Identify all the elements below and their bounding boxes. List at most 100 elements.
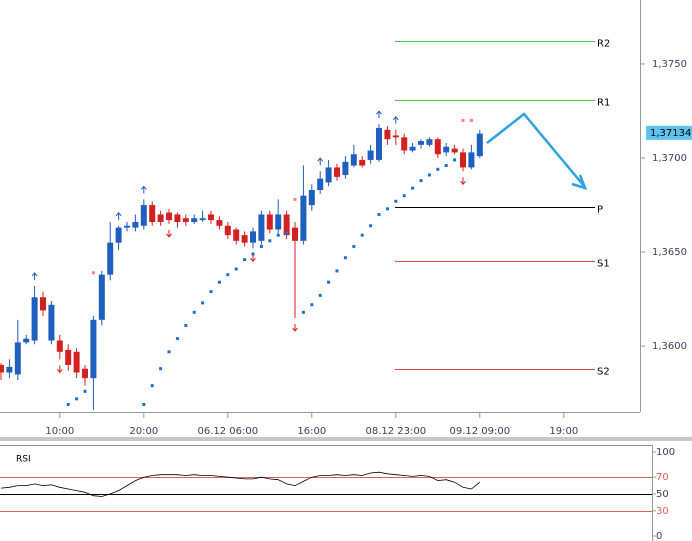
x-tick-label: 08.12 23:00 — [365, 426, 426, 437]
rsi-tick-label: 30 — [656, 506, 669, 517]
x-tick-label: 10:00 — [45, 426, 74, 437]
sar-dot — [427, 173, 431, 177]
candle-body — [224, 225, 231, 236]
candle-body — [90, 319, 97, 379]
sar-dot — [369, 224, 373, 228]
x-tick-label: 20:00 — [129, 426, 158, 437]
candle-body — [65, 349, 72, 365]
sar-dot — [310, 303, 314, 307]
sar-dot — [444, 164, 448, 168]
candle-body — [73, 351, 80, 373]
rsi-tick-label: 0 — [656, 531, 662, 541]
candle-body — [434, 139, 441, 155]
sar-dot — [461, 118, 465, 122]
candle-body — [266, 214, 273, 230]
candle-body — [443, 146, 450, 153]
fractal-up — [376, 110, 382, 119]
panel-separator — [0, 437, 692, 441]
fractal-up — [31, 272, 38, 280]
sar-dot — [402, 194, 406, 198]
candle-body — [392, 135, 399, 138]
fractal-down — [292, 323, 298, 332]
rsi-tick-label: 100 — [656, 447, 675, 458]
candle-body — [0, 364, 5, 373]
sar-dot — [377, 212, 381, 216]
candle-body — [98, 274, 105, 320]
candle-body — [115, 227, 122, 243]
fractal-up — [392, 116, 399, 124]
candle-body — [208, 214, 215, 221]
sar-dot — [411, 186, 415, 190]
sar-dot — [243, 258, 247, 262]
pivot-label: R1 — [597, 98, 610, 109]
candle-body — [82, 368, 89, 379]
candle-body — [14, 342, 21, 375]
candle-body — [300, 195, 307, 241]
forecast-arrow — [486, 112, 585, 187]
sar-dot — [469, 118, 473, 122]
pivot-label: R2 — [597, 39, 610, 50]
candle-body — [23, 338, 30, 343]
sar-dot — [201, 301, 205, 305]
x-tick-label: 16:00 — [297, 426, 326, 437]
sar-dot — [394, 199, 398, 203]
pivot-label: S2 — [597, 367, 610, 378]
candle-body — [174, 214, 181, 222]
sar-dot — [360, 233, 364, 237]
rsi-line — [0, 471, 481, 497]
candle-body — [468, 152, 475, 168]
candle-body — [182, 218, 189, 222]
sar-dot — [327, 280, 331, 284]
pivot-label: S1 — [597, 259, 610, 270]
candle-body — [233, 229, 240, 241]
candle-body — [6, 366, 13, 373]
candle-body — [250, 231, 257, 243]
candle-body — [107, 242, 114, 275]
sar-dot — [150, 384, 154, 388]
sar-dot — [234, 267, 238, 271]
sar-dot — [285, 231, 289, 235]
sar-dot — [226, 273, 230, 277]
fractal-up — [140, 185, 147, 194]
candle-body — [460, 152, 467, 168]
rsi-title: RSI — [16, 455, 31, 465]
sar-dot — [419, 179, 423, 183]
sar-dot — [192, 310, 196, 314]
sar-dot — [167, 350, 171, 354]
candle-body — [283, 214, 290, 236]
candle-body — [317, 178, 324, 191]
candle-body — [275, 214, 282, 230]
fractal-up — [115, 211, 122, 220]
candle-body — [350, 154, 357, 166]
candle-body — [166, 212, 173, 221]
candle-body — [292, 227, 299, 241]
sar-dot — [217, 280, 221, 284]
candle-body — [31, 297, 38, 341]
rsi-tick-label: 50 — [656, 489, 669, 500]
candle-body — [258, 214, 265, 241]
sar-dot — [75, 397, 79, 401]
candle-body — [56, 340, 63, 352]
sar-dot — [436, 167, 440, 171]
forecast-arrow-head — [571, 174, 588, 190]
sar-dot — [453, 158, 457, 162]
x-tick-label: 06.12 06:00 — [197, 426, 258, 437]
sar-dot — [91, 271, 95, 275]
sar-dot — [175, 337, 179, 341]
candle-body — [124, 225, 131, 228]
sar-dot — [66, 402, 70, 406]
candle-body — [199, 218, 206, 221]
candle-body — [216, 220, 223, 226]
sar-dot — [251, 252, 255, 256]
fractal-up — [317, 157, 324, 166]
y-tick-label: 1,3650 — [652, 247, 687, 258]
candle-body — [376, 127, 383, 160]
sar-dot — [209, 290, 213, 294]
candle-body — [359, 159, 366, 166]
fractal-down — [250, 254, 256, 263]
sar-dot — [259, 244, 263, 248]
candle-body — [140, 205, 147, 226]
candle-body — [418, 141, 425, 145]
fractal-down — [56, 365, 63, 374]
